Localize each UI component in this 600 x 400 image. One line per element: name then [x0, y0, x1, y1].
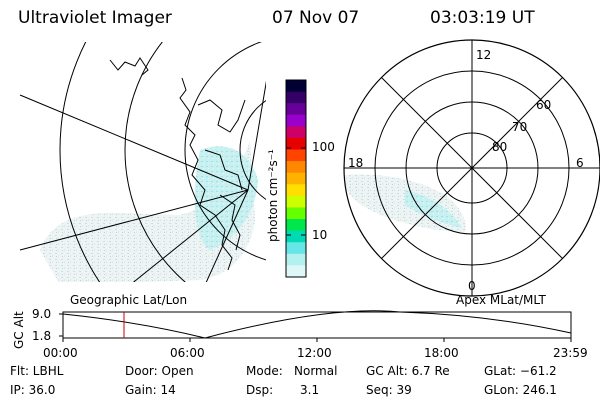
- dsp-value: 3.1: [300, 383, 320, 397]
- colorbar-label: photon cm⁻²s⁻¹: [266, 149, 280, 242]
- alt-xtick-4: 23:59: [553, 346, 588, 360]
- colorbar-tick-100: 100: [312, 140, 335, 154]
- time-label: 03:03:19 UT: [430, 8, 535, 28]
- seq-info: Seq: 39: [366, 383, 412, 397]
- glat-info: GLat: −61.2: [484, 364, 557, 378]
- glon-info: GLon: 246.1: [484, 383, 557, 397]
- colorbar-segment: [286, 161, 306, 174]
- colorbar: [285, 79, 307, 278]
- date-label: 07 Nov 07: [272, 8, 360, 28]
- geographic-map: [19, 42, 266, 282]
- lat-label-60: 60: [536, 98, 552, 112]
- colorbar-frame: [285, 79, 307, 278]
- mlt-label-12: 12: [476, 48, 492, 62]
- colorbar-segment: [286, 242, 306, 255]
- lat-label-80: 80: [492, 140, 508, 154]
- colorbar-segment: [286, 253, 306, 266]
- colorbar-segment: [286, 230, 306, 243]
- alt-ytick-low: 1.8: [32, 329, 52, 343]
- colorbar-segment: [286, 80, 306, 93]
- lat-label-70: 70: [512, 120, 528, 134]
- colorbar-segment: [286, 149, 306, 162]
- alt-xtick-0: 00:00: [43, 346, 78, 360]
- alt-xtick-1: 06:00: [170, 346, 205, 360]
- colorbar-segment: [286, 137, 306, 151]
- colorbar-ticks: [286, 147, 306, 236]
- colorbar-segment: [286, 114, 306, 127]
- gain-info: Gain: 14: [125, 383, 176, 397]
- alt-xtick-3: 18:00: [424, 346, 459, 360]
- mlt-label-0: 0: [468, 279, 476, 293]
- ip-info: IP: 36.0: [10, 383, 56, 397]
- dsp-label: Dsp:: [246, 383, 274, 397]
- colorbar-segment: [286, 103, 306, 116]
- door-info: Door: Open: [125, 364, 194, 378]
- colorbar-segment: [286, 195, 306, 208]
- colorbar-segment: [286, 265, 306, 278]
- geographic-label: Geographic Lat/Lon: [70, 293, 188, 307]
- mode-value: Normal: [294, 364, 338, 378]
- colorbar-segment: [286, 207, 306, 220]
- polar-plot: [343, 39, 600, 297]
- filter-info: Flt: LBHL: [10, 364, 64, 378]
- apex-label: Apex MLat/MLT: [456, 293, 546, 307]
- alt-plot-ylabel: GC Alt: [12, 311, 26, 349]
- alt-xtick-2: 12:00: [297, 346, 332, 360]
- mode-label: Mode:: [246, 364, 283, 378]
- colorbar-segment: [286, 91, 306, 104]
- instrument-title: Ultraviolet Imager: [18, 8, 172, 28]
- alt-ytick-high: 9.0: [32, 307, 52, 321]
- colorbar-segment: [286, 184, 306, 197]
- colorbar-tick-10: 10: [312, 228, 328, 242]
- colorbar-segment: [286, 126, 306, 139]
- colorbar-segment: [286, 172, 306, 185]
- mlt-label-18: 18: [348, 156, 364, 170]
- gc-alt-info: GC Alt: 6.7 Re: [366, 364, 450, 378]
- mlt-label-6: 6: [576, 156, 584, 170]
- altitude-plot: [59, 310, 572, 342]
- colorbar-segment: [286, 219, 306, 232]
